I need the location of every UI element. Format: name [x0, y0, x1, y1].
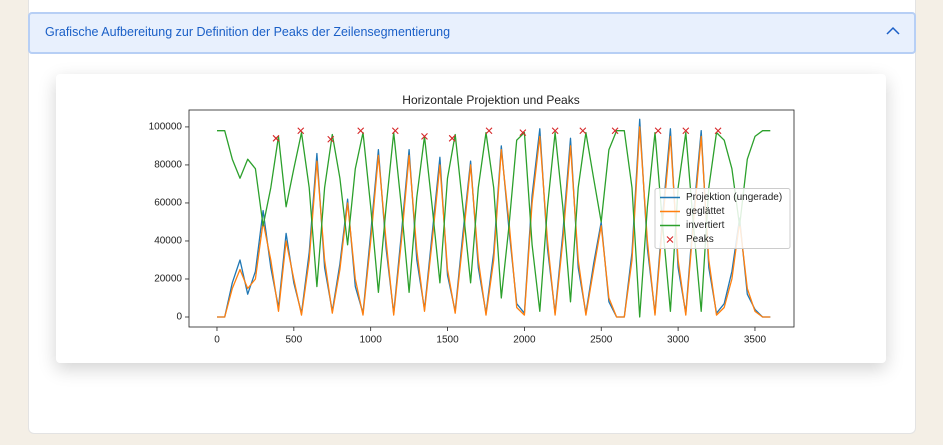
chart-card: Horizontale Projektion und Peaks 0 500 100…: [56, 74, 886, 363]
plot-frame: [188, 109, 795, 328]
peak-marker: [327, 135, 335, 143]
peak-marker: [297, 127, 305, 135]
x-tick-label: 1500: [436, 335, 459, 346]
y-tick-label: 40000: [154, 236, 182, 247]
peak-marker: [654, 127, 662, 135]
data-line: [217, 130, 771, 318]
peak-marker: [519, 129, 527, 137]
x-tick-label: 1000: [360, 335, 383, 346]
legend-label: invertiert: [686, 220, 725, 231]
accordion-title: Grafische Aufbereitung zur Definition de…: [45, 25, 451, 39]
peak-marker: [682, 127, 690, 135]
y-tick-label: 20000: [154, 274, 182, 285]
legend-label: Peaks: [686, 234, 714, 245]
peak-marker: [391, 127, 399, 135]
x-tick-label: 2000: [513, 335, 536, 346]
x-tick-label: 3000: [667, 335, 690, 346]
x-tick-label: 3500: [744, 335, 767, 346]
peak-marker: [272, 134, 280, 142]
peak-marker: [579, 127, 587, 135]
y-tick-label: 80000: [154, 160, 182, 171]
peak-marker: [551, 127, 559, 135]
peak-marker: [448, 134, 456, 142]
accordion-header[interactable]: Grafische Aufbereitung zur Definition de…: [28, 12, 916, 54]
peak-marker: [357, 127, 365, 135]
y-tick-label: 60000: [154, 198, 182, 209]
peak-marker: [714, 127, 722, 135]
legend-box: [654, 188, 791, 249]
x-tick-label: 500: [285, 335, 302, 346]
legend-label: geglättet: [686, 206, 725, 217]
peak-marker: [611, 127, 619, 135]
peak-marker: [485, 127, 493, 135]
data-line: [217, 126, 771, 318]
legend-marker: [666, 236, 674, 243]
chart: Horizontale Projektion und Peaks 0 500 100…: [149, 93, 795, 346]
chart-title: Horizontale Projektion und Peaks: [402, 93, 579, 107]
y-tick-label: 100000: [149, 122, 183, 133]
chevron-up-icon[interactable]: [886, 26, 900, 36]
legend-label: Projektion (ungerade): [686, 192, 782, 203]
peak-marker: [421, 133, 428, 140]
x-tick-label: 0: [214, 335, 220, 346]
x-tick-label: 2500: [590, 335, 613, 346]
y-tick-label: 0: [176, 312, 182, 323]
